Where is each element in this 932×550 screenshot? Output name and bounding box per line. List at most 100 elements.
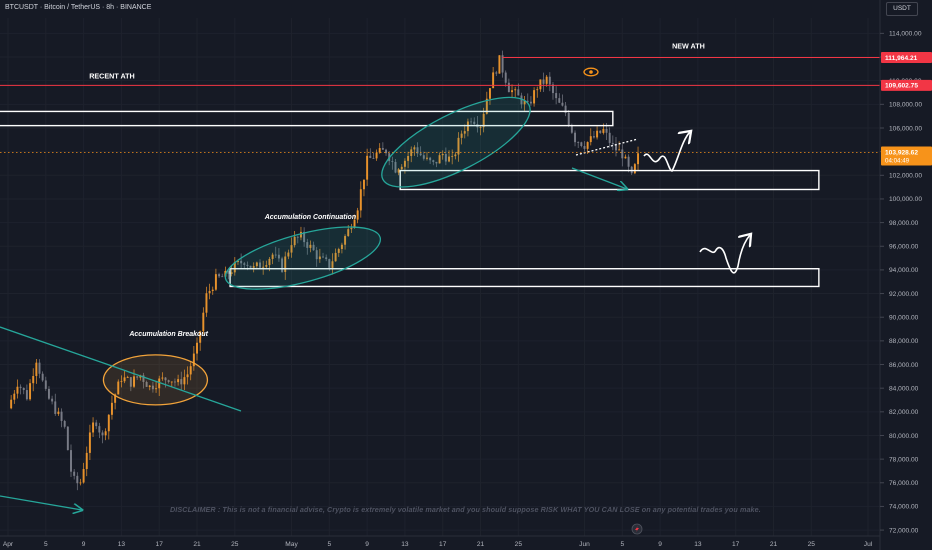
- candle-body: [457, 137, 460, 155]
- candle-body: [432, 160, 435, 162]
- candle-body: [605, 128, 608, 133]
- candle-body: [542, 79, 545, 84]
- time-tick-label: 13: [118, 541, 126, 548]
- ath-price-tag-text: 111,964.21: [885, 55, 918, 62]
- last-price-tag: [881, 146, 932, 166]
- currency-button[interactable]: USDT: [886, 2, 918, 16]
- candle-body: [35, 362, 38, 377]
- price-tick-label: 100,000.00: [889, 196, 922, 203]
- candle-body: [123, 377, 126, 382]
- time-tick-label: 25: [515, 541, 523, 548]
- candle-body: [366, 155, 369, 180]
- price-tick-label: 82,000.00: [889, 409, 919, 416]
- candle-body: [66, 426, 69, 451]
- candle-body: [98, 426, 101, 433]
- candle-body: [303, 231, 306, 243]
- candle-body: [287, 252, 290, 257]
- candle-body: [391, 161, 394, 162]
- candle-body: [63, 420, 66, 427]
- candle-body: [155, 388, 158, 390]
- candle-body: [570, 125, 573, 133]
- grid: [0, 18, 880, 536]
- dotted-trendline: [575, 138, 639, 156]
- candle-body: [25, 390, 28, 400]
- candle-body: [574, 132, 577, 143]
- candle-body: [252, 266, 255, 268]
- lightning-icon: [631, 523, 643, 535]
- price-tick-label: 80,000.00: [889, 433, 919, 440]
- candle-body: [580, 142, 583, 147]
- candle-body: [558, 98, 561, 103]
- candle-body: [199, 331, 202, 343]
- candle-body: [202, 312, 205, 332]
- candle-body: [526, 100, 529, 102]
- candle-body: [114, 394, 117, 403]
- candle-body: [117, 381, 120, 395]
- candle-body: [451, 156, 454, 157]
- candle-body: [479, 127, 482, 128]
- candle-body: [16, 386, 19, 394]
- candle-body: [57, 411, 60, 414]
- time-tick-label: 21: [770, 541, 778, 548]
- candle-body: [259, 262, 261, 268]
- candle-body: [189, 366, 192, 375]
- price-tick-label: 92,000.00: [889, 291, 919, 298]
- annotation-label: Accumulation Continuation: [264, 214, 356, 221]
- candle-body: [271, 254, 274, 259]
- last-price-text: 103,928.62: [885, 149, 918, 156]
- price-tick-label: 102,000.00: [889, 173, 922, 180]
- candle-body: [54, 401, 57, 414]
- time-tick-label: 17: [439, 541, 447, 548]
- candle-body: [403, 160, 406, 167]
- candle-body: [425, 157, 428, 159]
- candle-body: [218, 274, 221, 277]
- candle-body: [397, 169, 400, 173]
- eye-icon: [583, 67, 599, 77]
- candle-body: [173, 381, 176, 383]
- zones: [0, 110, 820, 288]
- candle-body: [385, 149, 387, 154]
- candle-body: [306, 242, 309, 248]
- price-tick-label: 72,000.00: [889, 527, 919, 534]
- candle-body: [315, 250, 318, 260]
- candle-body: [205, 293, 208, 313]
- candle-body: [318, 256, 321, 260]
- time-tick-label: 21: [193, 541, 201, 548]
- candle-body: [110, 402, 113, 415]
- candle-body: [356, 210, 359, 220]
- candle-body: [344, 236, 347, 245]
- candle-body: [583, 146, 586, 149]
- accumulation-breakout-ellipse: [102, 354, 209, 406]
- candle-body: [473, 121, 476, 125]
- symbol-legend: BTCUSDT · Bitcoin / TetherUS · 8h · BINA…: [5, 4, 152, 11]
- candle-body: [79, 482, 82, 484]
- time-axis[interactable]: Apr 5 9 13 17 21 25 May 5 9 13 17 21 25 Jun 5 9 13 17 21 25 J…: [0, 535, 880, 548]
- candle-body: [337, 249, 340, 253]
- candle-body: [633, 164, 636, 174]
- candle-body: [51, 398, 54, 402]
- candle-body: [359, 189, 362, 211]
- candle-body: [444, 154, 447, 162]
- price-tick-label: 78,000.00: [889, 456, 919, 463]
- candle-body: [618, 149, 621, 151]
- price-axis[interactable]: 72,000.00 74,000.00 76,000.00 78,000.00 80,0…: [879, 0, 932, 550]
- descending-trendline: [0, 326, 242, 412]
- candle-body: [161, 377, 164, 379]
- candle-body: [495, 72, 498, 74]
- candle-body: [463, 131, 466, 134]
- candle-body: [73, 471, 76, 476]
- candle-body: [520, 95, 523, 105]
- time-tick-label: Jul: [864, 541, 873, 548]
- candle-body: [586, 142, 589, 149]
- candle-body: [60, 411, 63, 421]
- time-tick-label: 25: [231, 541, 239, 548]
- candle-body: [454, 154, 457, 157]
- candle-body: [589, 136, 592, 143]
- candle-body: [148, 385, 151, 387]
- candle-body: [514, 89, 517, 91]
- candle-body: [381, 148, 384, 150]
- candle-body: [375, 152, 378, 159]
- candle-body: [561, 102, 564, 106]
